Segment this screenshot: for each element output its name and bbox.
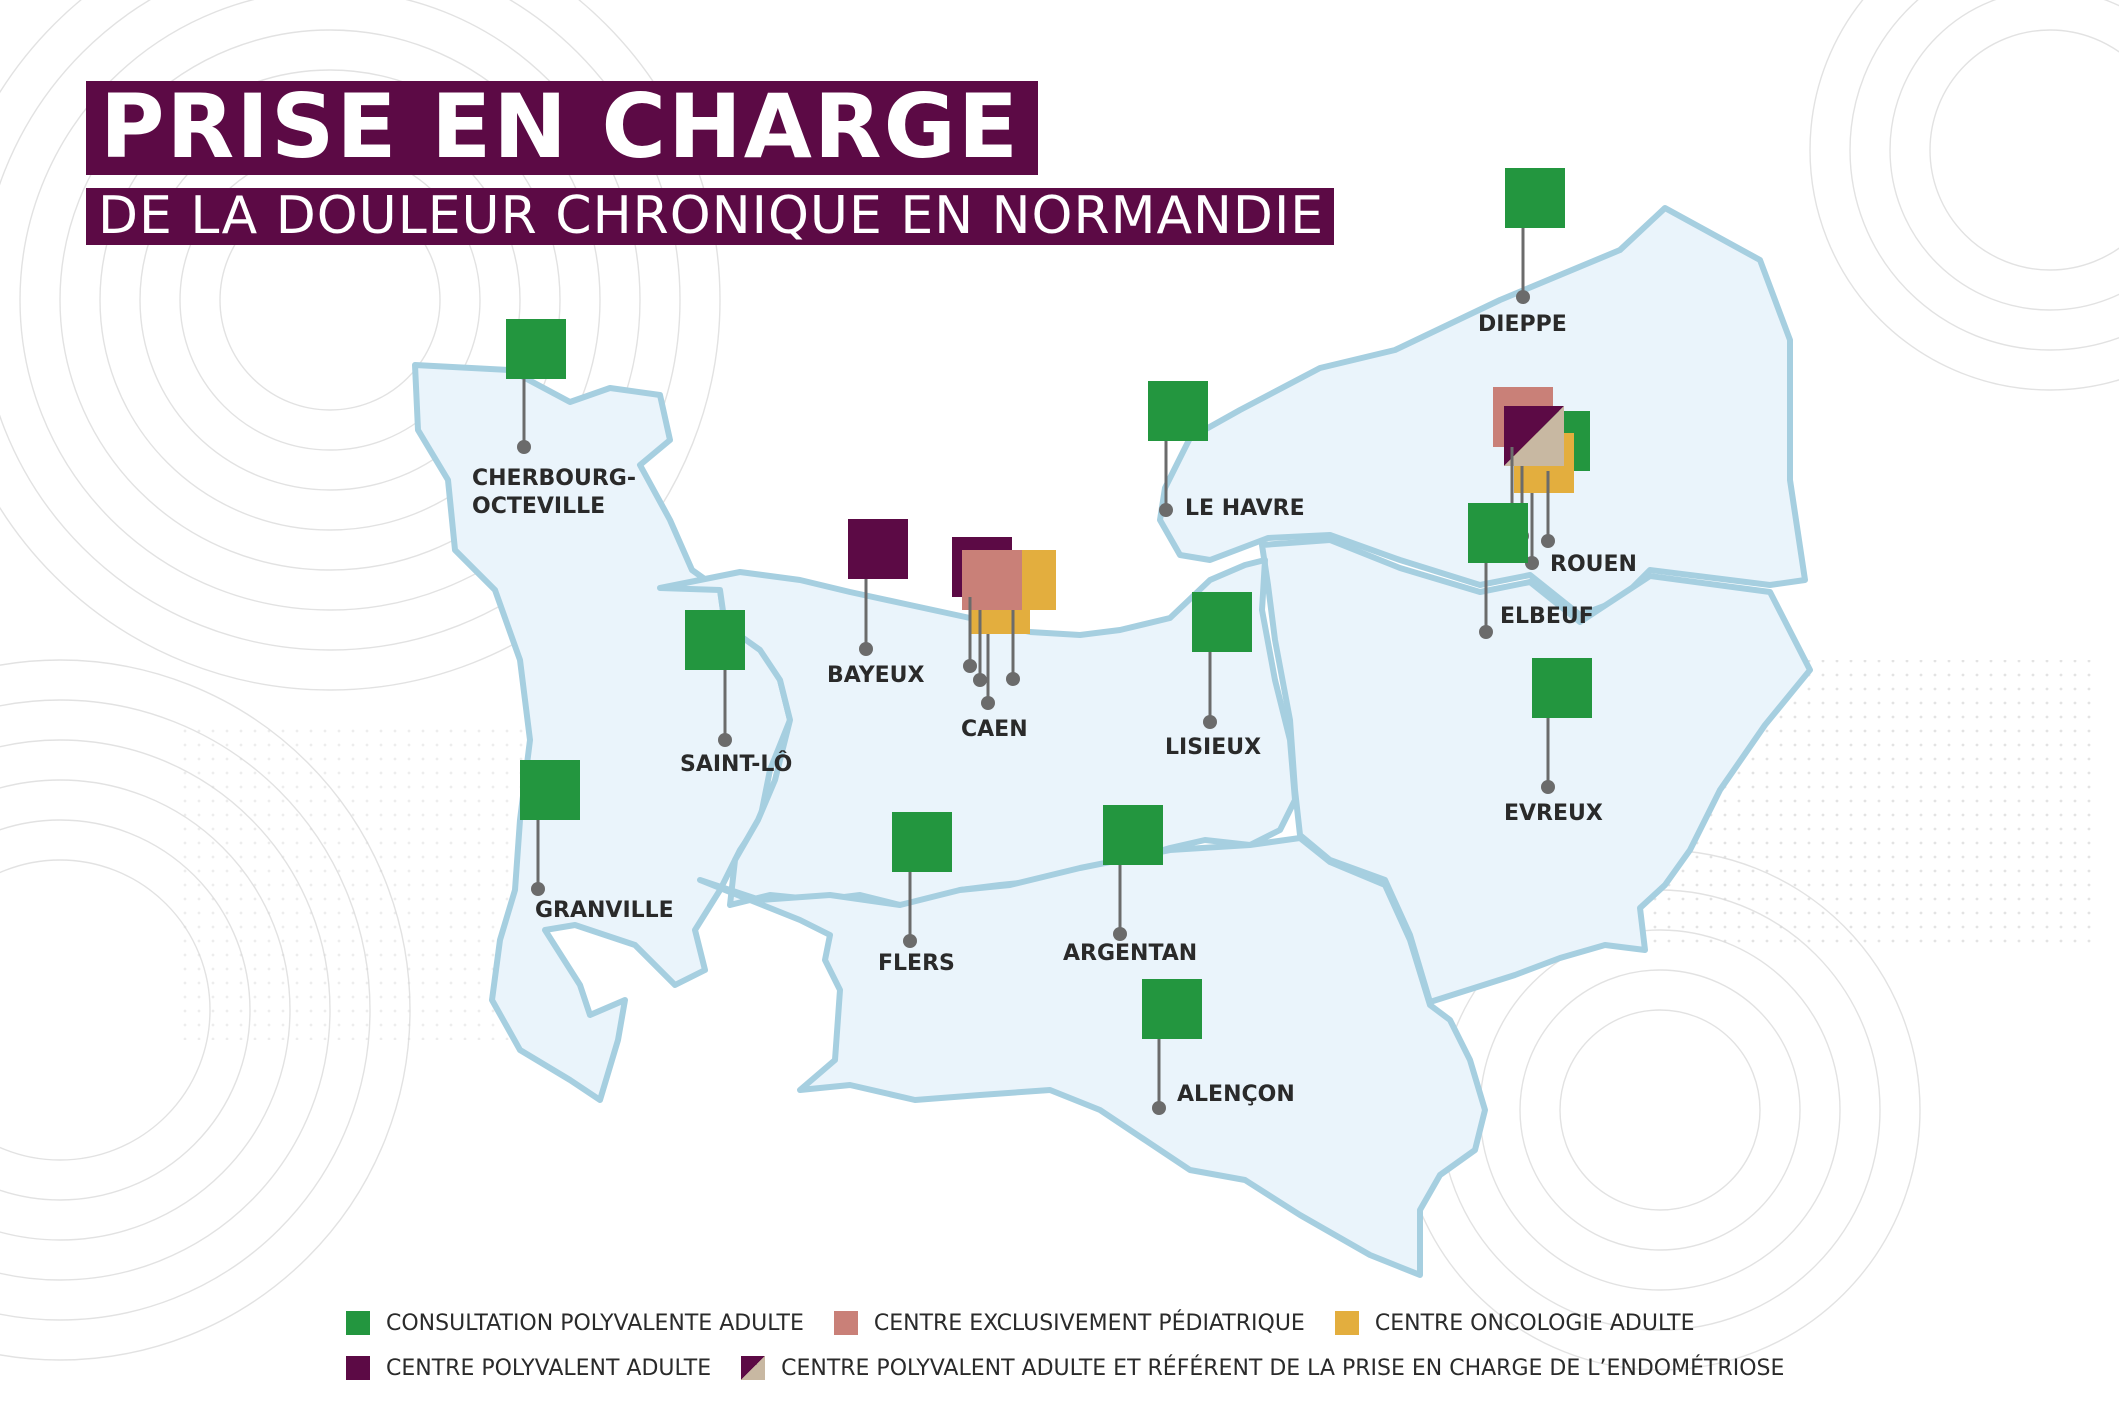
city-label-alencon: ALENÇON [1177, 1082, 1295, 1107]
flag-consultation [1505, 168, 1565, 228]
legend-label: CONSULTATION POLYVALENTE ADULTE [386, 1310, 804, 1336]
region-eure [1259, 537, 1813, 1005]
marker-granville [520, 760, 580, 896]
pin-dot [903, 934, 917, 948]
pin-dot [1113, 927, 1127, 941]
city-label-bayeux: BAYEUX [827, 663, 925, 688]
city-label-evreux: EVREUX [1504, 801, 1603, 826]
pin-dot [1525, 556, 1539, 570]
pin-dot [1006, 672, 1020, 686]
legend-item-oncologie: CENTRE ONCOLOGIE ADULTE [1334, 1310, 1695, 1336]
flag-polyvalent [848, 519, 908, 579]
legend-swatch-polyvalent [346, 1356, 370, 1380]
pin-dot [1479, 625, 1493, 639]
legend-item-polyvalent: CENTRE POLYVALENT ADULTE [346, 1356, 711, 1381]
city-label-caen: CAEN [961, 717, 1028, 742]
flag-consultation [1468, 503, 1528, 563]
flag-consultation [1103, 805, 1163, 865]
legend-swatch-oncologie [1334, 1311, 1359, 1335]
legend-label: CENTRE EXCLUSIVEMENT PÉDIATRIQUE [873, 1310, 1305, 1336]
city-label-granville: GRANVILLE [535, 898, 674, 923]
pin-dot [963, 659, 977, 673]
pin-dot [981, 696, 995, 710]
legend-swatch-endometriose [741, 1356, 766, 1380]
title: PRISE EN CHARGE [86, 81, 1038, 175]
pin-dot [1516, 290, 1530, 304]
subtitle: DE LA DOULEUR CHRONIQUE EN NORMANDIE [86, 188, 1335, 245]
pin-dot [1541, 534, 1555, 548]
marker-le-havre [1148, 381, 1208, 517]
legend-label: CENTRE POLYVALENT ADULTE ET RÉFÉRENT DE … [781, 1355, 1785, 1381]
flag-pediatrique [962, 550, 1022, 610]
pin-dot [1541, 780, 1555, 794]
marker-dieppe [1505, 168, 1565, 304]
flag-consultation [892, 812, 952, 872]
region-shapes [412, 205, 1813, 1278]
markers-layer [506, 168, 1592, 1115]
pin-dot [973, 673, 987, 687]
marker-elbeuf [1468, 503, 1528, 639]
city-label-rouen: ROUEN [1550, 552, 1637, 577]
pin-dot [517, 440, 531, 454]
legend-item-endometriose: CENTRE POLYVALENT ADULTE ET RÉFÉRENT DE … [741, 1356, 1784, 1381]
marker-alencon [1142, 979, 1202, 1115]
legend-swatch-consultation [346, 1311, 370, 1335]
flag-consultation [1532, 658, 1592, 718]
flag-endometriose-part-b [1504, 406, 1564, 466]
legend-label: CENTRE ONCOLOGIE ADULTE [1374, 1310, 1695, 1336]
marker-saint-lo [685, 610, 745, 747]
marker-bayeux [848, 519, 908, 656]
legend-item-pediatrique: CENTRE EXCLUSIVEMENT PÉDIATRIQUE [833, 1310, 1305, 1336]
city-label-cherbourg: CHERBOURG- OCTEVILLE [472, 466, 636, 519]
pin-dot [1159, 503, 1173, 517]
city-label-flers: FLERS [878, 951, 955, 976]
legend-swatch-pediatrique [833, 1311, 858, 1335]
flag-consultation [506, 319, 566, 379]
flag-consultation [1192, 592, 1252, 652]
legend-item-consultation: CONSULTATION POLYVALENTE ADULTE [346, 1311, 804, 1336]
city-label-argentan: ARGENTAN [1063, 941, 1198, 966]
city-label-le-havre: LE HAVRE [1185, 496, 1305, 521]
legend-label: CENTRE POLYVALENT ADULTE [386, 1355, 712, 1381]
marker-cherbourg [506, 319, 566, 454]
flag-consultation [1142, 979, 1202, 1039]
pin-dot [1152, 1101, 1166, 1115]
marker-argentan [1103, 805, 1163, 941]
city-label-lisieux: LISIEUX [1165, 735, 1262, 760]
city-label-dieppe: DIEPPE [1478, 312, 1567, 337]
marker-flers [892, 812, 952, 948]
city-label-elbeuf: ELBEUF [1500, 604, 1594, 629]
flag-consultation [685, 610, 745, 670]
legend-row-1: CONSULTATION POLYVALENTE ADULTE CENTRE E… [346, 1308, 1814, 1338]
pin-dot [1203, 715, 1217, 729]
marker-caen [952, 537, 1056, 710]
pin-dot [718, 733, 732, 747]
marker-evreux [1532, 658, 1592, 794]
pin-dot [859, 642, 873, 656]
flag-consultation [520, 760, 580, 820]
flag-consultation [1148, 381, 1208, 441]
marker-rouen [1493, 387, 1590, 570]
marker-lisieux [1192, 592, 1252, 729]
pin-dot [531, 882, 545, 896]
region-orne [697, 835, 1488, 1278]
city-label-saint-lo: SAINT-LÔ [680, 752, 793, 777]
legend: CONSULTATION POLYVALENTE ADULTE CENTRE E… [346, 1308, 1814, 1398]
legend-row-2: CENTRE POLYVALENT ADULTE CENTRE POLYVALE… [346, 1353, 1814, 1383]
